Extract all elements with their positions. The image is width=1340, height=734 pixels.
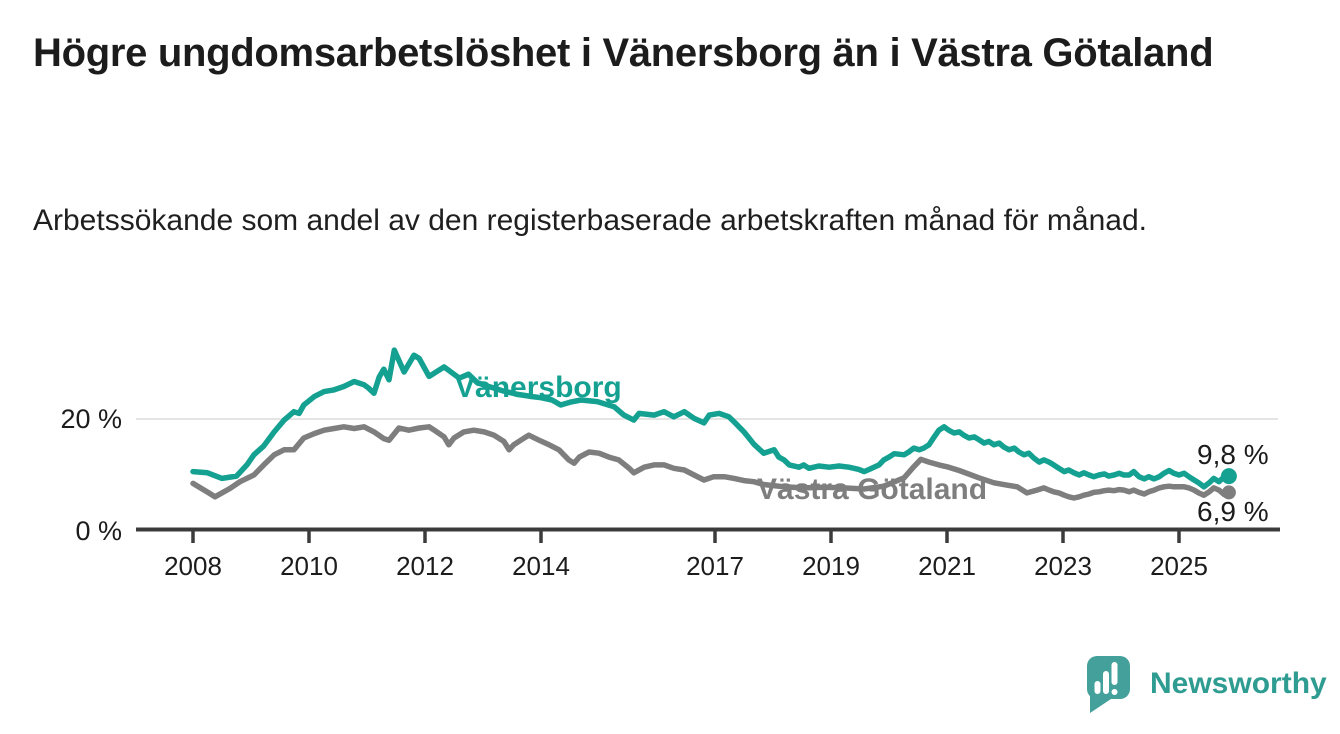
x-axis-tick-label: 2019	[802, 551, 860, 581]
x-axis-tick-label: 2023	[1034, 551, 1092, 581]
series-label-vastra-gotaland: Västra Götaland	[757, 473, 987, 506]
x-axis-tick-label: 2025	[1150, 551, 1208, 581]
end-dot-vanersborg	[1220, 468, 1237, 485]
series-label-vanersborg: Vänersborg	[455, 371, 622, 404]
x-axis-tick-label: 2021	[918, 551, 976, 581]
end-value-label-vastra-gotaland: 6,9 %	[1197, 496, 1269, 527]
chart-subtitle: Arbetssökande som andel av den registerb…	[33, 204, 1147, 237]
y-axis-tick-label: 20 %	[60, 404, 122, 434]
line-vastra-gotaland	[190, 424, 1232, 501]
y-axis-labels: 0 % 20 %	[60, 404, 122, 546]
y-axis-tick-label: 0 %	[75, 516, 122, 546]
x-axis-tick-label: 2008	[164, 551, 222, 581]
newsworthy-speech-bubble-bar-chart-icon	[1087, 656, 1130, 713]
x-axis-tick-label: 2014	[512, 551, 570, 581]
x-axis-ticks: 2008 2010 2012 2014 2017 2019 2021 2023 2025	[164, 531, 1208, 581]
page-title: Högre ungdomsarbetslöshet i Vänersborg ä…	[33, 31, 1214, 75]
x-axis-tick-label: 2017	[686, 551, 744, 581]
end-dot-vastra-gotaland	[1221, 485, 1236, 500]
series-lines	[190, 347, 1232, 501]
newsworthy-logo-text: Newsworthy	[1150, 667, 1327, 700]
x-axis-tick-label: 2012	[396, 551, 454, 581]
x-axis-tick-label: 2010	[280, 551, 338, 581]
series-end-dots	[1220, 468, 1237, 500]
end-value-label-vanersborg: 9,8 %	[1197, 439, 1269, 470]
line-vanersborg	[190, 347, 1232, 490]
newsworthy-logo: Newsworthy	[1087, 656, 1327, 713]
